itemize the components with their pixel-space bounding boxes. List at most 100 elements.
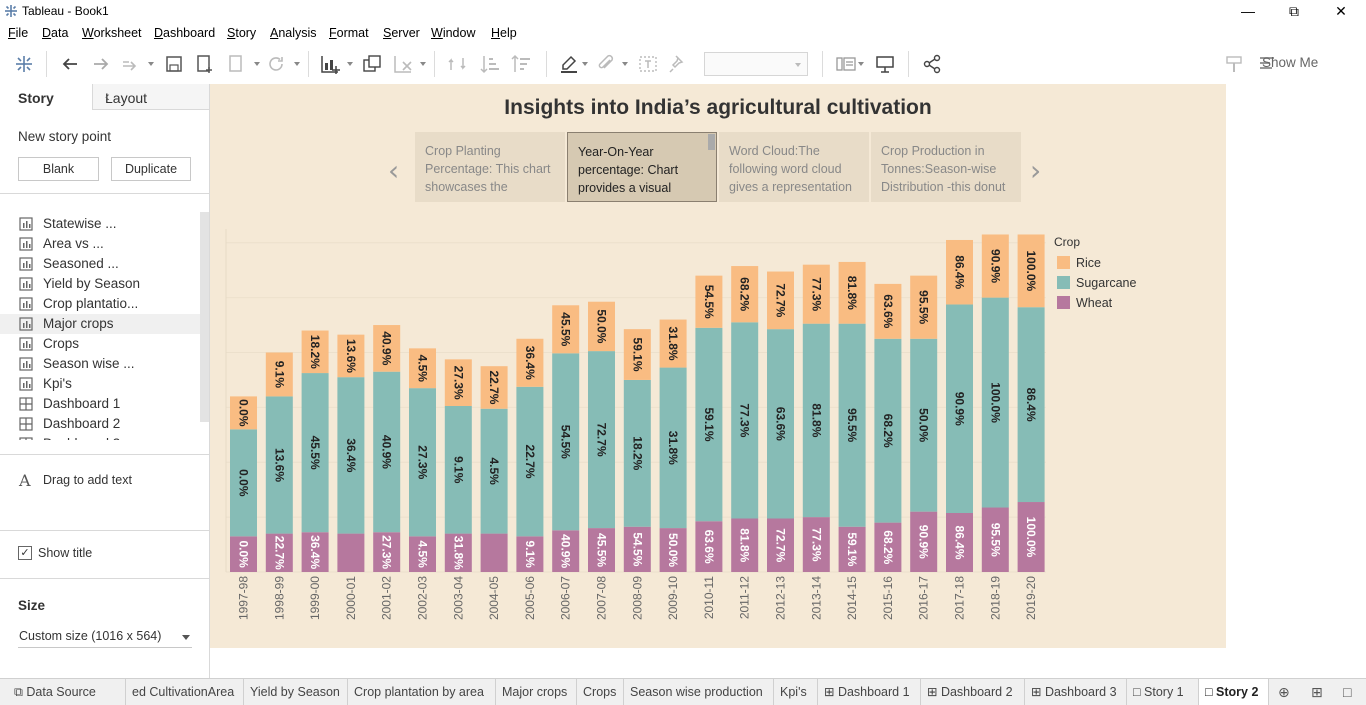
presentation-mode-icon[interactable] (873, 52, 897, 76)
sheet-tab[interactable]: ⧉ Data Source (8, 679, 126, 705)
bar-segment-rice[interactable] (516, 338, 544, 387)
text-labels-icon[interactable] (636, 52, 660, 76)
bar-segment-sugarcane[interactable] (1017, 307, 1045, 503)
bar-segment-wheat[interactable] (1017, 502, 1045, 572)
bar-segment-sugarcane[interactable] (337, 377, 365, 534)
bar-segment-sugarcane[interactable] (301, 373, 329, 533)
bar-segment-rice[interactable] (874, 283, 902, 339)
minimize-icon[interactable]: — (1241, 3, 1255, 19)
bar-segment-wheat[interactable] (731, 518, 759, 572)
bar-segment-rice[interactable] (981, 234, 1009, 298)
menu-story[interactable]: Story (227, 26, 257, 40)
sort-descending-icon[interactable] (509, 52, 533, 76)
story-point[interactable]: Crop Production in Tonnes:Season-wise Di… (871, 132, 1021, 202)
collapse-panel-icon[interactable]: ‹ (105, 88, 110, 104)
fit-select[interactable] (704, 52, 808, 76)
refresh-dropdown-icon[interactable] (294, 62, 300, 66)
bar-segment-rice[interactable] (337, 334, 365, 378)
bar-segment-rice[interactable] (767, 271, 794, 330)
bar-segment-sugarcane[interactable] (265, 396, 293, 534)
bar-segment-rice[interactable] (838, 261, 866, 324)
bar-segment-sugarcane[interactable] (731, 322, 759, 519)
share-icon[interactable] (920, 52, 944, 76)
sheet-list-item[interactable]: Dashboard 1 (0, 394, 200, 414)
sheet-tab[interactable]: □ Story 1 (1127, 679, 1199, 705)
duplicate-button[interactable]: Duplicate (111, 157, 191, 181)
show-cards-icon[interactable] (834, 52, 858, 76)
bar-segment-wheat[interactable] (373, 532, 401, 572)
bar-segment-rice[interactable] (1017, 234, 1045, 308)
legend-item-wheat[interactable]: Wheat (1057, 295, 1177, 311)
sheet-list-item[interactable]: Dashboard 3 (0, 434, 200, 440)
blank-button[interactable]: Blank (18, 157, 99, 181)
menu-dashboard[interactable]: Dashboard (154, 26, 216, 40)
bar-segment-wheat[interactable] (874, 522, 902, 572)
sheet-list-item[interactable]: Dashboard 2 (0, 414, 200, 434)
new-story-tab-icon[interactable]: □ (1343, 684, 1352, 700)
bar-segment-wheat[interactable] (623, 526, 651, 572)
sheet-list-item[interactable]: Major crops (0, 314, 200, 334)
bar-segment-wheat[interactable] (695, 521, 723, 572)
bar-segment-sugarcane[interactable] (588, 351, 615, 529)
sheet-tab[interactable]: □ Story 2 (1199, 679, 1269, 705)
bar-segment-sugarcane[interactable] (946, 304, 973, 514)
menu-file[interactable]: File (8, 26, 29, 40)
bar-segment-rice[interactable] (695, 275, 723, 328)
format-painter-icon[interactable] (1222, 52, 1246, 76)
bar-segment-rice[interactable] (444, 359, 472, 406)
bar-segment-sugarcane[interactable] (373, 371, 401, 533)
bar-segment-rice[interactable] (802, 264, 830, 324)
bar-segment-wheat[interactable] (516, 536, 544, 572)
bar-segment-sugarcane[interactable] (802, 323, 830, 518)
bar-segment-wheat[interactable] (230, 536, 257, 572)
legend-item-rice[interactable]: Rice (1057, 255, 1177, 271)
bar-segment-rice[interactable] (480, 366, 508, 409)
bar-segment-sugarcane[interactable] (659, 367, 687, 529)
bar-segment-rice[interactable] (588, 301, 615, 352)
bar-segment-sugarcane[interactable] (480, 408, 508, 534)
menu-help[interactable]: Help (491, 26, 517, 40)
story-point-active[interactable]: Year-On-Year percentage: Chart provides … (567, 132, 717, 202)
bar-segment-sugarcane[interactable] (695, 327, 723, 522)
menu-window[interactable]: Window (431, 26, 476, 40)
sheet-tab[interactable]: Yield by Season (244, 679, 348, 705)
clear-sheet-icon[interactable] (391, 52, 415, 76)
bar-segment-sugarcane[interactable] (444, 405, 472, 534)
bar-segment-rice[interactable] (552, 305, 580, 354)
sheet-tab[interactable]: Major crops (496, 679, 577, 705)
tableau-home-icon[interactable] (12, 52, 36, 76)
new-data-source-icon[interactable] (193, 52, 217, 76)
undo-icon[interactable] (58, 52, 82, 76)
sheet-tab[interactable]: ⊞ Dashboard 3 (1025, 679, 1127, 705)
show-me-button[interactable]: Show Me (1262, 55, 1319, 70)
annotation-icon[interactable] (594, 52, 618, 76)
highlight-dropdown-icon[interactable] (582, 62, 588, 66)
duplicate-sheet-icon[interactable] (360, 52, 384, 76)
bar-segment-wheat[interactable] (659, 528, 687, 572)
bar-segment-sugarcane[interactable] (910, 338, 938, 512)
bar-segment-wheat[interactable] (480, 533, 508, 572)
show-cards-dropdown-icon[interactable] (858, 62, 864, 66)
bar-segment-rice[interactable] (409, 348, 436, 389)
bar-segment-sugarcane[interactable] (981, 297, 1009, 508)
bar-segment-rice[interactable] (265, 352, 293, 397)
sheet-tab[interactable]: ed CultivationArea (126, 679, 244, 705)
sheet-list-item[interactable]: Seasoned ... (0, 254, 200, 274)
replay-icon[interactable] (119, 52, 143, 76)
bar-segment-rice[interactable] (946, 239, 973, 305)
bar-segment-sugarcane[interactable] (623, 379, 651, 527)
bar-segment-sugarcane[interactable] (552, 353, 580, 531)
bar-segment-rice[interactable] (301, 330, 329, 374)
bar-segment-wheat[interactable] (444, 533, 472, 572)
restore-icon[interactable]: ⧉ (1289, 3, 1299, 19)
menu-server[interactable]: Server (383, 26, 420, 40)
sheet-list-item[interactable]: Kpi's (0, 374, 200, 394)
bar-segment-wheat[interactable] (981, 507, 1009, 572)
swap-rows-columns-icon[interactable] (445, 52, 469, 76)
previous-point-icon[interactable]: ‹ (388, 154, 400, 187)
bar-segment-sugarcane[interactable] (838, 323, 866, 527)
sheet-list-item[interactable]: Season wise ... (0, 354, 200, 374)
bar-segment-rice[interactable] (373, 325, 401, 372)
new-sheet-dropdown-icon[interactable] (347, 62, 353, 66)
bar-segment-wheat[interactable] (767, 518, 794, 572)
